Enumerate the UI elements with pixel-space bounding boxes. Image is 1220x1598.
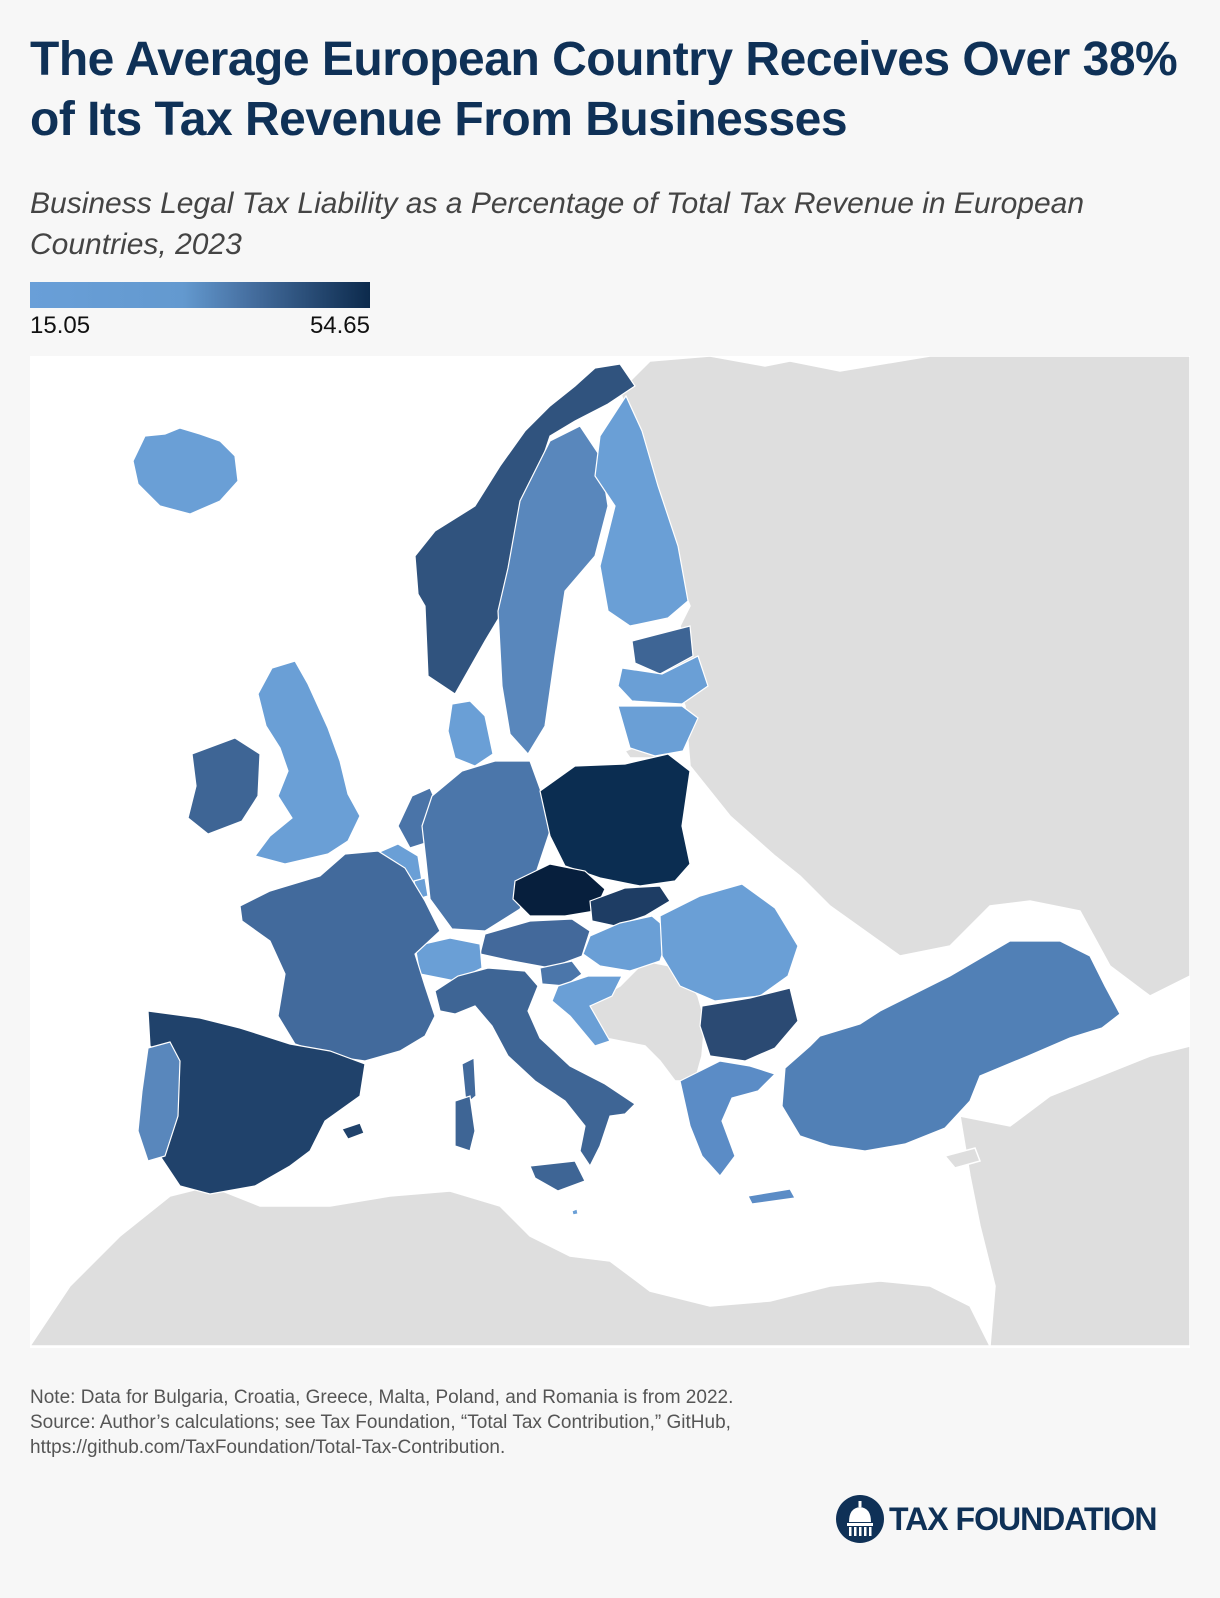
poland <box>539 753 691 887</box>
crete <box>747 1188 796 1205</box>
greece <box>679 1060 777 1177</box>
balearic-islands <box>341 1122 365 1140</box>
denmark <box>447 700 494 767</box>
russia-land <box>619 356 1190 997</box>
portugal <box>137 1041 181 1162</box>
chart-title: The Average European Country Receives Ov… <box>30 33 1178 146</box>
ireland <box>187 737 261 835</box>
legend-max-label: 54.65 <box>309 312 370 339</box>
north-africa-land <box>30 1185 992 1347</box>
tax-foundation-brand: TAX FOUNDATION <box>835 1494 1190 1544</box>
lithuania <box>617 705 699 757</box>
color-legend: 15.05 54.65 <box>30 282 370 342</box>
sweden <box>497 425 609 756</box>
source-line-2: https://github.com/TaxFoundation/Total-T… <box>30 1437 506 1458</box>
corsica <box>461 1057 477 1106</box>
slovenia <box>539 960 583 987</box>
italy <box>434 967 636 1168</box>
slovakia <box>589 885 671 927</box>
iceland <box>132 427 239 515</box>
cyprus-land <box>943 1147 981 1169</box>
turkey <box>781 940 1121 1152</box>
united-kingdom <box>253 660 361 865</box>
norway <box>414 363 636 695</box>
legend-min-label: 15.05 <box>30 312 91 339</box>
data-note: Note: Data for Bulgaria, Croatia, Greece… <box>30 1387 734 1408</box>
estonia <box>631 625 694 675</box>
croatia <box>551 975 623 1047</box>
bulgaria <box>699 987 799 1062</box>
sicily <box>529 1160 586 1192</box>
finland <box>594 394 689 627</box>
hungary <box>582 915 671 972</box>
malta <box>571 1208 579 1216</box>
brand-name: TAX FOUNDATION <box>889 1501 1157 1537</box>
middle-east-land <box>959 1045 1190 1347</box>
footnotes: Note: Data for Bulgaria, Croatia, Greece… <box>30 1385 1190 1460</box>
map-svg <box>30 356 1190 1347</box>
legend-gradient-bar <box>30 282 370 308</box>
latvia <box>617 655 709 705</box>
france <box>239 850 441 1062</box>
sardinia <box>454 1095 476 1152</box>
chart-subtitle: Business Legal Tax Liability as a Percen… <box>30 187 1085 261</box>
austria <box>479 918 591 969</box>
capitol-dome-icon <box>836 1495 884 1543</box>
romania <box>659 883 799 1002</box>
europe-map <box>30 356 1190 1348</box>
source-line-1: Source: Author’s calculations; see Tax F… <box>30 1412 731 1433</box>
